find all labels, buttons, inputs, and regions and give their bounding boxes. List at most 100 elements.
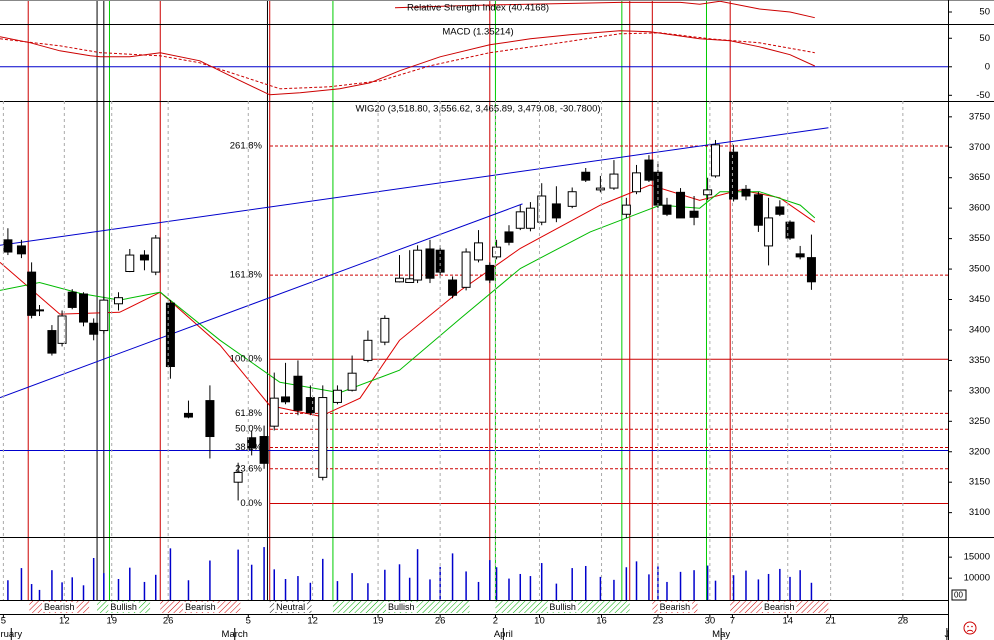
candle-body [662,204,672,215]
candle-body [632,172,642,193]
volume-bar [82,585,85,600]
series-line [394,0,815,19]
volume-bar [429,579,431,600]
volume-bar [38,589,41,600]
y-tick-label: 3750 [969,111,990,122]
volume-bar [367,583,369,600]
y-tick-label: 3500 [969,264,990,275]
candle-body [413,249,423,281]
candle-body [711,144,721,177]
month-label: March [222,629,248,640]
volume-bar [250,564,253,600]
signal-label-bg [108,602,139,612]
fib-label: 23.6% [235,463,262,474]
signal-label: Bearish [660,602,691,612]
volume-bar [706,565,709,600]
volume-bar [408,577,411,600]
icon-face [963,621,977,635]
x-tick-label: 30 [705,616,716,627]
candle-body [205,400,215,438]
signal-label-bg [274,602,308,612]
volume-bar [779,568,781,600]
volume-bar [789,576,791,600]
month-label: May [712,629,730,640]
x-tick-label: 19 [373,616,384,627]
y-tick-label: 50 [979,7,990,18]
panel-title: Relative Strength Index (40.4168) [407,3,549,14]
x-tick-label: 28 [898,616,909,627]
candle-body [689,210,699,218]
volume-bar [477,581,480,600]
y-tick-label: 0 [985,61,990,72]
month-label: April [494,629,513,640]
y-tick-label: 15000 [964,552,990,563]
y-tick-label: -50 [976,90,990,101]
candle-body [332,389,342,403]
candle-body [753,194,763,226]
volume-bar [7,580,9,600]
fib-label: 0.0% [240,498,262,509]
volume-bar [635,561,638,600]
candle-body [233,471,243,483]
volume-bar [30,584,33,600]
x-tick-label: 12 [307,616,318,627]
indicator-line [0,203,523,399]
indicator-line [0,127,829,246]
volume-bar [451,553,454,600]
candle-body [492,246,502,258]
y-tick-label: 3450 [969,294,990,305]
candle-body [35,309,44,312]
candle-body [676,191,686,219]
volume-bar [508,578,510,600]
signal-label: Neutral [276,602,305,612]
x-tick-label: 5 [1,616,6,627]
volume-bar [714,580,717,600]
series-line [0,30,816,96]
candle-body [644,159,654,181]
volume-bar [284,579,287,600]
price-panel [0,127,948,505]
volume-bar [555,583,558,600]
volume-bar [540,563,543,600]
candle-body [435,249,445,273]
candle-body [581,171,591,181]
x-tick-label: 26 [435,616,446,627]
macd-panel [0,30,948,96]
series-line [0,32,815,90]
volume-bar [92,558,95,600]
candle-body [293,375,303,411]
volume-bar [693,570,695,600]
x-tick-label: 19 [106,616,117,627]
x-tick-label: 16 [596,616,607,627]
y-tick-label: 3600 [969,203,990,214]
candle-body [806,257,816,283]
volume-bar [129,567,131,600]
volume-bar [799,570,801,600]
signal-label: Bearish [764,602,795,612]
x-tick-label: 2 [493,616,498,627]
volume-bar [529,576,532,600]
candle-body [16,245,26,255]
candle-body [259,436,269,464]
y-tick-label: 3100 [969,507,990,518]
status-icon [963,621,977,635]
y-tick-label: 50 [979,33,990,44]
indicator-line [0,191,816,394]
volume-bar [613,579,615,600]
scale-label: 00 [954,591,963,600]
fib-label: 161.8% [230,270,263,281]
volume-bar [297,576,299,600]
fib-label: 100.0% [230,354,263,365]
volume-bar [273,569,275,600]
y-tick-label: 3200 [969,446,990,457]
candle-body [567,191,577,207]
signal-label: Bullish [388,602,415,612]
y-tick-label: 3250 [969,416,990,427]
y-tick-label: 3350 [969,355,990,366]
volume-bar [237,549,239,600]
candle-body [525,207,535,229]
volume-bar [187,580,190,600]
candle-body [99,299,109,332]
candle-body [741,188,751,197]
